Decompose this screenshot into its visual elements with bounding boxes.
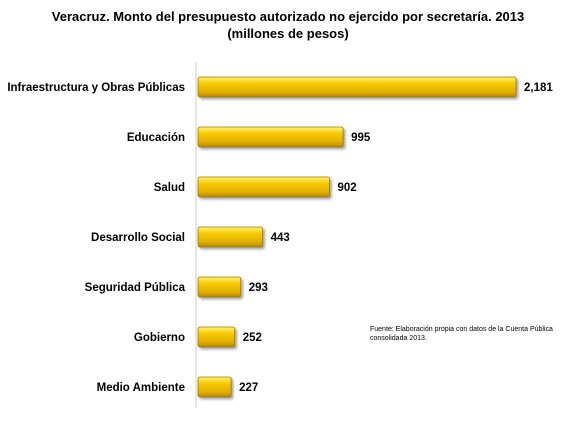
category-label: Educación	[127, 132, 185, 144]
category-label: Seguridad Pública	[85, 282, 186, 294]
bar	[197, 176, 330, 198]
value-label: 443	[271, 232, 290, 244]
chart-title-line2: (millones de pesos)	[227, 26, 349, 41]
bar	[197, 126, 344, 148]
bar	[197, 326, 236, 348]
category-label: Desarrollo Social	[91, 232, 185, 244]
source-note: Fuente: Elaboración propia con datos de …	[370, 326, 553, 342]
bar	[197, 376, 232, 398]
value-label: 2,181	[524, 82, 553, 94]
category-label: Salud	[154, 182, 185, 194]
category-label: Gobierno	[134, 332, 185, 344]
category-label: Infraestructura y Obras Públicas	[7, 82, 185, 94]
bars-group: Infraestructura y Obras Públicas 2,181 Edu…	[7, 76, 553, 398]
bar	[197, 226, 263, 248]
value-label: 902	[338, 182, 357, 194]
value-label: 293	[249, 282, 268, 294]
value-label: 227	[239, 382, 258, 394]
chart-title-line1: Veracruz. Monto del presupuesto autoriza…	[51, 9, 525, 24]
category-label: Medio Ambiente	[97, 382, 185, 394]
value-label: 995	[351, 132, 371, 144]
bar	[197, 76, 517, 98]
value-label: 252	[243, 332, 262, 344]
chart-title: Veracruz. Monto del presupuesto autoriza…	[0, 8, 576, 42]
bar	[197, 276, 242, 298]
